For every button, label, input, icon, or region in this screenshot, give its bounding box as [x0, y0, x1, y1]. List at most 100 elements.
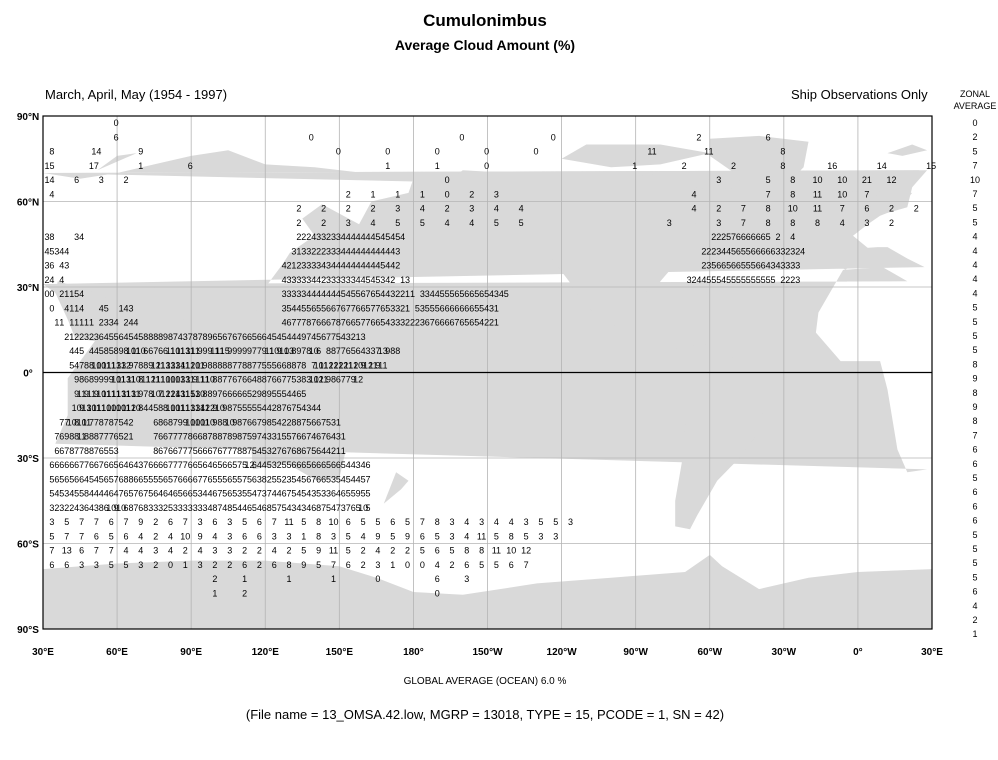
cell-value: 4 — [464, 531, 469, 541]
cell-value: 5 — [306, 460, 311, 470]
cell-value: 10 — [279, 346, 289, 356]
cell-value: 5 — [306, 303, 311, 313]
cell-value: 0 — [49, 289, 54, 299]
cell-value: 3 — [79, 560, 84, 570]
cell-value: 3 — [494, 189, 499, 199]
longitude-label: 90°W — [623, 647, 648, 658]
cell-value: 4 — [79, 289, 84, 299]
cell-value: 6 — [242, 332, 247, 342]
cell-value: 6 — [212, 460, 217, 470]
cell-value: 7 — [336, 303, 341, 313]
cell-value: 4 — [311, 403, 316, 413]
cell-value: 6 — [336, 375, 341, 385]
cell-value: 4 — [69, 346, 74, 356]
cell-value: 5 — [484, 289, 489, 299]
cell-value: 8 — [227, 360, 232, 370]
cell-value: 1 — [242, 574, 247, 584]
cell-value: 0 — [484, 161, 489, 171]
cell-value: 5 — [74, 289, 79, 299]
cell-value: 11 — [186, 375, 195, 385]
cell-value: 6 — [346, 560, 351, 570]
cell-value: 10 — [165, 403, 175, 413]
cell-value: 5 — [326, 460, 331, 470]
cell-value: 7 — [257, 432, 262, 442]
cell-value: 7 — [242, 432, 247, 442]
cell-value: 2 — [361, 560, 366, 570]
cell-value: 14 — [91, 147, 101, 157]
longitude-label: 150°W — [472, 647, 503, 658]
cell-value: 2 — [153, 560, 158, 570]
cell-value: 8 — [74, 432, 79, 442]
cell-value: 5 — [193, 446, 198, 456]
cell-value: 3 — [341, 503, 346, 513]
cell-value: 2 — [311, 246, 316, 256]
cell-value: 6 — [148, 460, 153, 470]
cell-value: 7 — [321, 503, 326, 513]
cell-value: 11 — [200, 375, 209, 385]
cell-value: 5 — [538, 517, 543, 527]
cell-value: 7 — [143, 460, 148, 470]
cell-value: 7 — [252, 346, 257, 356]
cell-value: 6 — [756, 261, 761, 271]
zonal-average-value: 2 — [972, 132, 977, 142]
cell-value: 3 — [183, 503, 188, 513]
cell-value: 7 — [306, 432, 311, 442]
cell-value: 7 — [282, 403, 287, 413]
cell-value: 11 — [176, 346, 185, 356]
cell-value: 3 — [316, 232, 321, 242]
cell-value: 4 — [346, 232, 351, 242]
cell-value: 5 — [326, 417, 331, 427]
cell-value: 5 — [242, 489, 247, 499]
cell-value: 4 — [385, 318, 390, 328]
cell-value: 2 — [780, 275, 785, 285]
cell-value: 7 — [286, 489, 291, 499]
cell-value: 2 — [282, 417, 287, 427]
cell-value: 3 — [306, 261, 311, 271]
cell-value: 12 — [886, 175, 896, 185]
cell-value: 4 — [168, 489, 173, 499]
cell-value: 6 — [736, 232, 741, 242]
cell-value: 5 — [726, 275, 731, 285]
cell-value: 8 — [296, 417, 301, 427]
land-arabia — [55, 281, 115, 336]
cell-value: 3 — [326, 261, 331, 271]
cell-value: 13 — [116, 389, 126, 399]
land-australia — [250, 403, 347, 481]
cell-value: 6 — [316, 474, 321, 484]
cell-value: 6 — [262, 332, 267, 342]
cell-value: 7 — [232, 403, 237, 413]
cell-value: 9 — [94, 389, 99, 399]
cell-value: 9 — [237, 346, 242, 356]
cell-value: 3 — [400, 318, 405, 328]
cell-value: 2 — [696, 132, 701, 142]
cell-value: 6 — [316, 446, 321, 456]
cell-value: 7 — [331, 318, 336, 328]
cell-value: 5 — [356, 503, 361, 513]
cell-value: 4 — [341, 232, 346, 242]
zonal-average-value: 4 — [972, 232, 977, 242]
cell-value: 1 — [632, 161, 637, 171]
cell-value: 8 — [217, 360, 222, 370]
zonal-average-value: 1 — [972, 629, 977, 639]
cell-value: 7 — [365, 474, 370, 484]
cell-value: 1 — [84, 318, 89, 328]
cell-value: 8 — [89, 360, 94, 370]
cell-value: 2 — [306, 232, 311, 242]
cell-value: 10 — [328, 517, 338, 527]
cell-value: 6 — [761, 261, 766, 271]
cell-value: 2 — [449, 560, 454, 570]
cell-value: 6 — [207, 446, 212, 456]
cell-value: 4 — [64, 246, 69, 256]
cell-value: 10 — [180, 531, 190, 541]
cell-value: 6 — [316, 318, 321, 328]
cell-value: 8 — [193, 332, 198, 342]
cell-value: 4 — [469, 218, 474, 228]
cell-value: 6 — [341, 489, 346, 499]
cell-value: 4 — [306, 489, 311, 499]
cell-value: 6 — [109, 460, 114, 470]
cell-value: 5 — [336, 474, 341, 484]
cell-value: 8 — [148, 389, 153, 399]
cell-value: 1 — [435, 161, 440, 171]
cell-value: 2 — [701, 261, 706, 271]
cell-value: 3 — [84, 332, 89, 342]
